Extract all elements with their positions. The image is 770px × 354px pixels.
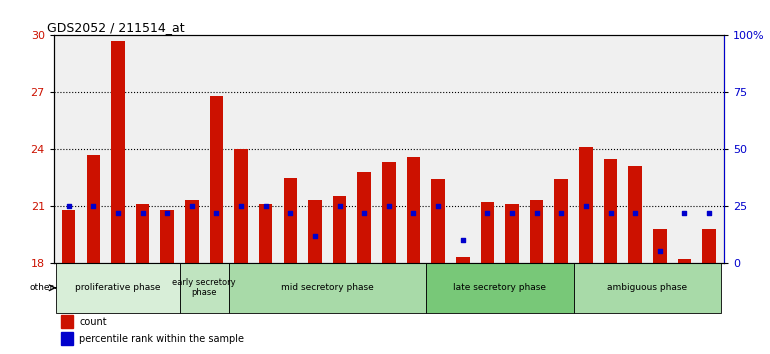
Point (383, 203, 395, 209)
Bar (62, 210, 75, 263)
Bar (160, 210, 174, 263)
Point (604, 210, 617, 216)
Point (678, 210, 691, 216)
Text: count: count (79, 317, 107, 327)
Point (161, 210, 173, 216)
Bar (179, 263, 229, 313)
Text: percentile rank within the sample: percentile rank within the sample (79, 334, 244, 344)
Bar (333, 196, 346, 263)
Bar (456, 257, 470, 263)
Bar (480, 202, 494, 263)
Text: early secretory
phase: early secretory phase (172, 278, 236, 297)
Bar (111, 41, 125, 263)
Bar (702, 229, 716, 263)
Bar (431, 179, 445, 263)
Point (87, 203, 99, 209)
Point (531, 210, 543, 216)
Bar (259, 204, 273, 263)
Point (309, 233, 321, 238)
Point (407, 210, 420, 216)
Bar (574, 263, 721, 313)
Bar (628, 166, 642, 263)
Bar (61, 315, 72, 328)
Point (284, 210, 296, 216)
Point (186, 203, 198, 209)
Point (555, 210, 567, 216)
Text: mid secretory phase: mid secretory phase (281, 283, 373, 292)
Bar (357, 172, 371, 263)
Bar (308, 200, 322, 263)
Bar (56, 263, 179, 313)
Point (432, 203, 444, 209)
Bar (407, 157, 420, 263)
Point (654, 249, 666, 254)
Point (333, 203, 346, 209)
Point (506, 210, 518, 216)
Point (210, 210, 223, 216)
Bar (185, 200, 199, 263)
Point (259, 203, 272, 209)
Point (136, 210, 149, 216)
Bar (678, 259, 691, 263)
Bar (136, 204, 149, 263)
Bar (426, 263, 574, 313)
Bar (86, 155, 100, 263)
Point (457, 237, 469, 243)
Bar (554, 179, 568, 263)
Point (703, 210, 715, 216)
Bar (234, 149, 248, 263)
Point (481, 210, 494, 216)
Bar (505, 204, 519, 263)
Bar (61, 332, 72, 345)
Point (112, 210, 124, 216)
Bar (530, 200, 544, 263)
Bar (579, 147, 593, 263)
Point (358, 210, 370, 216)
Point (629, 210, 641, 216)
Text: other: other (29, 283, 53, 292)
Bar (604, 159, 618, 263)
Point (62, 203, 75, 209)
Bar (209, 96, 223, 263)
Point (235, 203, 247, 209)
Bar (382, 162, 396, 263)
Text: GDS2052 / 211514_at: GDS2052 / 211514_at (47, 21, 185, 34)
Text: proliferative phase: proliferative phase (75, 283, 161, 292)
Text: ambiguous phase: ambiguous phase (608, 283, 688, 292)
Text: late secretory phase: late secretory phase (454, 283, 546, 292)
Bar (653, 229, 667, 263)
Bar (229, 263, 426, 313)
Point (580, 203, 592, 209)
Bar (283, 177, 297, 263)
